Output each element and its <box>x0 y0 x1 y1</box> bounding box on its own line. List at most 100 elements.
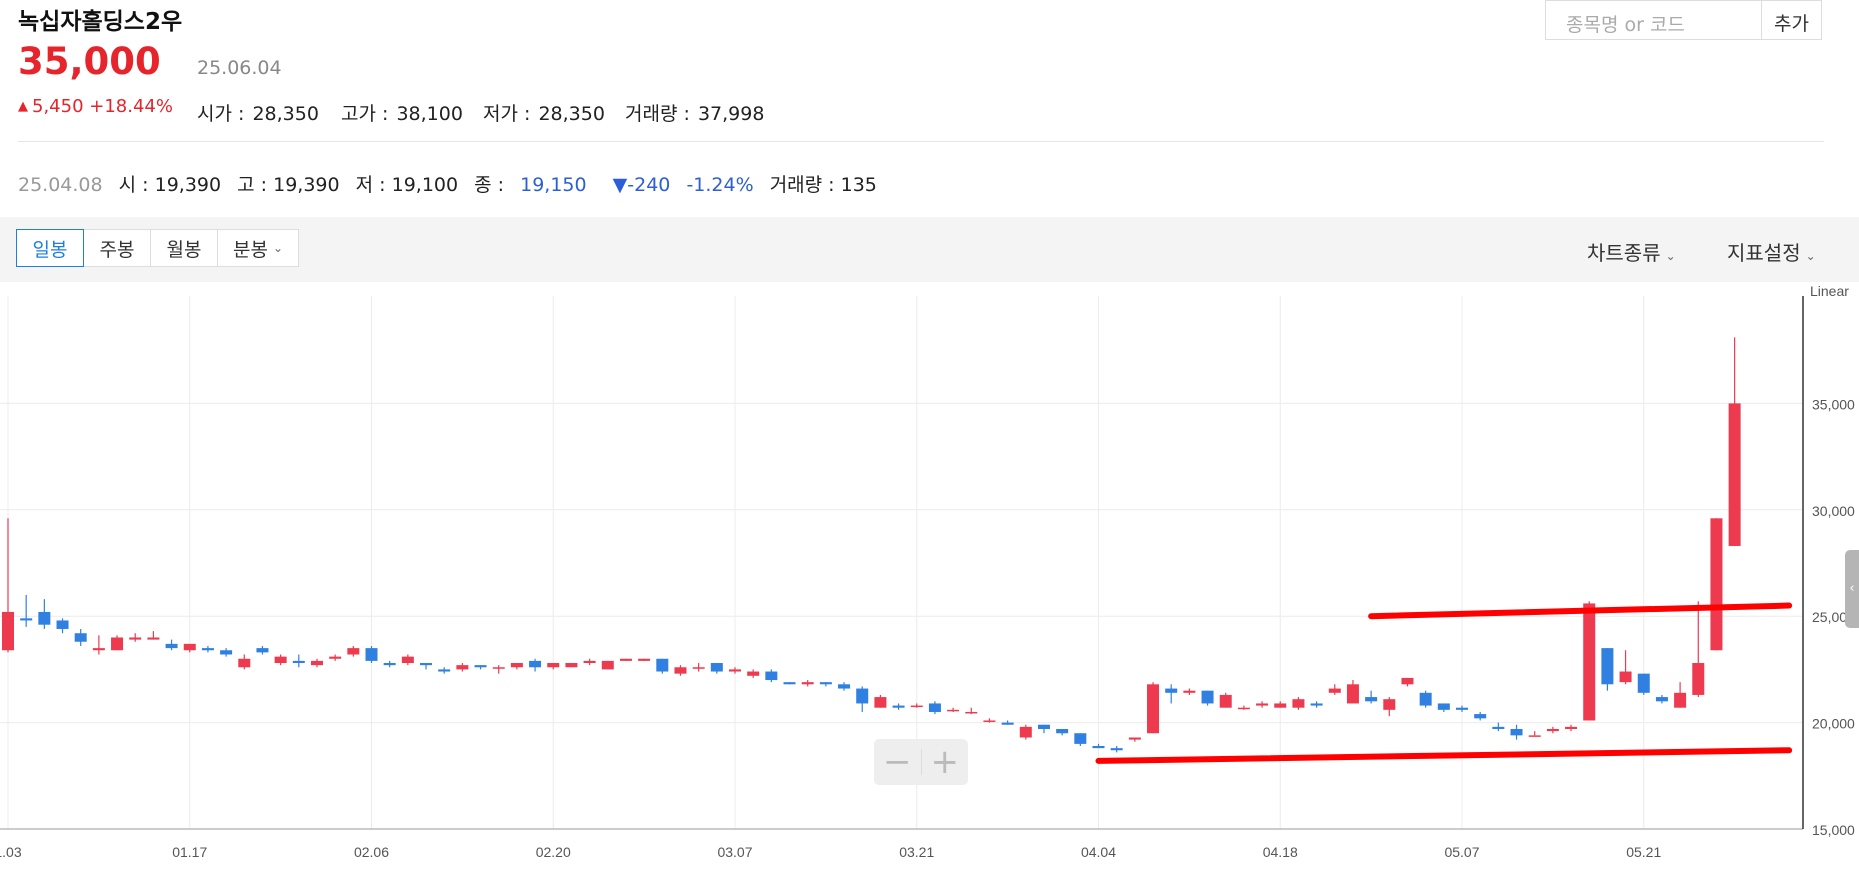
candle-body <box>456 665 469 670</box>
candle-body <box>1128 737 1141 740</box>
candle-body <box>1147 684 1160 734</box>
candle-body <box>56 620 69 629</box>
candle-body <box>1019 726 1032 738</box>
candle-body <box>1583 603 1596 721</box>
price-change: ▲ 5,450 +18.44% <box>18 96 173 117</box>
hover-high: 고 : 19,390 <box>237 174 340 196</box>
candle-body <box>1401 677 1414 685</box>
x-tick-label: 1.03 <box>0 844 22 860</box>
header-divider <box>18 141 1824 142</box>
x-tick-label: 04.18 <box>1263 844 1298 860</box>
candle-body <box>1074 733 1087 744</box>
candle-body <box>892 705 905 708</box>
candle-body <box>874 697 887 708</box>
tab-minute[interactable]: 분봉 ⌄ <box>217 229 299 267</box>
candle-body <box>1674 692 1687 708</box>
add-button[interactable]: 추가 <box>1762 0 1822 40</box>
scale-label: Linear <box>1810 283 1849 299</box>
candle-body <box>601 660 614 670</box>
candle-body <box>1165 688 1178 693</box>
candle-body <box>92 648 105 651</box>
candle-body <box>1692 663 1705 695</box>
candle-body <box>292 660 305 664</box>
candle-body <box>819 682 832 685</box>
candle-body <box>510 663 523 668</box>
chevron-down-icon: ⌄ <box>1665 249 1676 263</box>
candle-body <box>619 658 632 661</box>
indicator-settings-dropdown[interactable]: 지표설정 ⌄ <box>1727 237 1816 266</box>
y-tick-label: 25,000 <box>1812 609 1855 625</box>
hover-info-bar: 25.04.08 시 : 19,390 고 : 19,390 저 : 19,10… <box>18 170 887 197</box>
candle-body <box>201 648 214 651</box>
zoom-out-button[interactable]: − <box>883 742 912 782</box>
candle-body <box>1637 673 1650 693</box>
candle-body <box>947 709 960 712</box>
hover-close: 종 : 19,150 <box>474 174 596 196</box>
stock-search-input[interactable]: 종목명 or 코드 <box>1545 0 1762 40</box>
tab-monthly[interactable]: 월봉 <box>150 229 218 267</box>
chart-type-dropdown[interactable]: 차트종류 ⌄ <box>1587 237 1676 266</box>
candle-body <box>1001 722 1014 725</box>
candle-body <box>674 667 687 674</box>
candle-body <box>1383 699 1396 710</box>
side-panel-handle[interactable]: ‹ <box>1845 550 1859 628</box>
candle-body <box>220 650 233 655</box>
change-percent: +18.44% <box>89 96 173 117</box>
candle-body <box>928 703 941 712</box>
candle-body <box>1474 714 1487 719</box>
candle-body <box>1492 726 1505 729</box>
candle-body <box>529 660 542 668</box>
chart-type-label: 차트종류 <box>1587 241 1661 265</box>
candle-body <box>1510 728 1523 736</box>
candle-body <box>38 611 51 625</box>
candle-body <box>765 671 778 681</box>
candle-body <box>1710 518 1723 651</box>
low-value: 28,350 <box>538 103 605 125</box>
candle-body <box>1419 692 1432 706</box>
candle-body <box>329 656 342 659</box>
candle-body <box>1201 690 1214 704</box>
candle-body <box>111 637 124 651</box>
candle-body <box>383 663 396 666</box>
zoom-controls: − + <box>874 739 968 785</box>
candle-body <box>1346 684 1359 704</box>
candle-body <box>147 637 160 640</box>
candle-body <box>1546 728 1559 732</box>
x-tick-label: 05.07 <box>1444 844 1479 860</box>
candle-body <box>183 643 196 651</box>
candlestick-chart[interactable]: 15,000 20,000 25,000 30,000 35,000 1.03 01.17 0… <box>0 282 1859 876</box>
up-triangle-icon: ▲ <box>18 99 28 114</box>
high-label: 고가 <box>341 103 376 125</box>
candle-body <box>256 648 269 653</box>
candle-body <box>856 688 869 704</box>
zoom-in-button[interactable]: + <box>930 742 960 782</box>
change-amount: 5,450 <box>32 96 84 117</box>
stock-title: 녹십자홀딩스2우 <box>18 9 183 35</box>
tab-daily[interactable]: 일봉 <box>16 229 84 267</box>
chevron-down-icon: ⌄ <box>272 241 284 255</box>
candle-body <box>1437 703 1450 710</box>
candle-body <box>474 665 487 668</box>
low-label: 저가 <box>483 103 518 125</box>
candle-body <box>1274 703 1287 708</box>
x-tick-label: 03.07 <box>717 844 752 860</box>
current-price: 35,000 <box>18 40 161 83</box>
hover-date: 25.04.08 <box>18 174 103 196</box>
x-tick-label: 05.21 <box>1626 844 1661 860</box>
candle-body <box>1183 690 1196 693</box>
candle-body <box>1328 688 1341 693</box>
candle-body <box>1619 671 1632 683</box>
hover-close-value: 19,150 <box>520 174 587 196</box>
tab-weekly[interactable]: 주봉 <box>83 229 151 267</box>
candle-body <box>401 656 414 664</box>
candle-body <box>1237 707 1250 710</box>
x-tick-label: 01.17 <box>172 844 207 860</box>
open-label: 시가 <box>197 103 232 125</box>
x-tick-label: 03.21 <box>899 844 934 860</box>
candle-body <box>965 711 978 714</box>
candle-body <box>638 658 651 661</box>
candle-body <box>165 643 178 649</box>
open-stat: 시가 : 28,350 <box>197 103 319 125</box>
candle-body <box>129 637 142 640</box>
y-tick-label: 20,000 <box>1812 716 1855 732</box>
